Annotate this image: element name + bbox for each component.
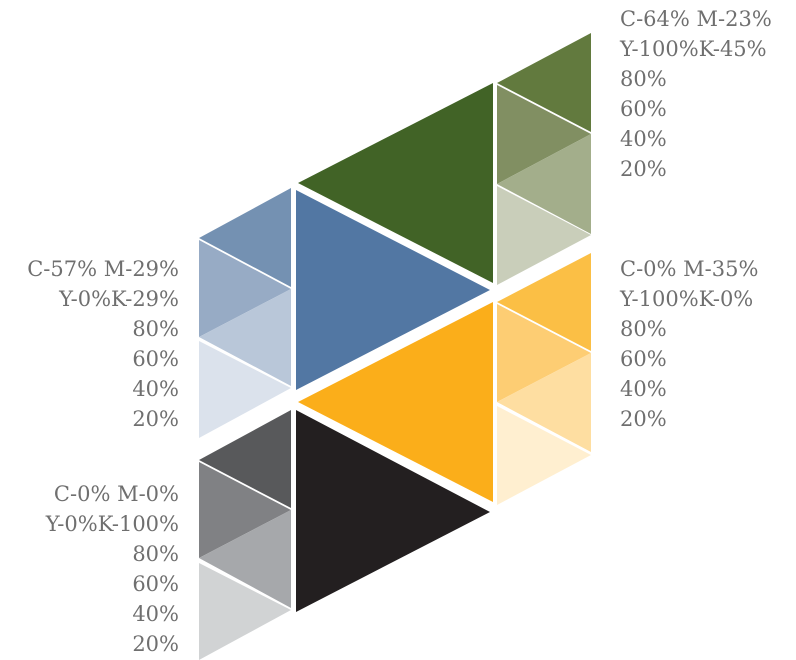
black-tint-label-40: 40%	[132, 602, 179, 626]
black-tint-label-60: 60%	[132, 572, 179, 596]
green-tint-label-40: 40%	[620, 127, 667, 151]
yellow-cmyk-line1: C-0% M-35%	[620, 257, 758, 281]
blue-tint-60	[199, 240, 291, 337]
black-cmyk-line1: C-0% M-0%	[54, 482, 179, 506]
green-tint-80	[497, 33, 591, 132]
yellow-tint-label-40: 40%	[620, 377, 667, 401]
green-tint-label-20: 20%	[620, 157, 667, 181]
yellow-tint-20	[497, 406, 591, 505]
black-base-triangle	[296, 410, 490, 612]
blue-tint-label-80: 80%	[132, 317, 179, 341]
blue-tint-label-60: 60%	[132, 347, 179, 371]
yellow-swatch-group	[298, 253, 591, 505]
black-tint-80	[199, 410, 291, 508]
blue-swatch-group	[199, 188, 490, 438]
blue-cmyk-line1: C-57% M-29%	[27, 257, 179, 281]
green-cmyk-line2: Y-100%K-45%	[619, 37, 767, 61]
green-tint-40	[497, 134, 591, 234]
yellow-tint-60	[497, 304, 591, 402]
yellow-base-triangle	[298, 302, 493, 502]
black-tint-20	[199, 563, 291, 660]
black-swatch-group	[199, 410, 490, 660]
green-tint-label-80: 80%	[620, 67, 667, 91]
green-base-triangle	[298, 83, 493, 283]
blue-tint-40	[199, 289, 291, 386]
blue-tint-80	[199, 188, 291, 287]
yellow-tint-40	[497, 353, 591, 452]
green-swatch-group	[298, 33, 591, 285]
yellow-tint-label-80: 80%	[620, 317, 667, 341]
yellow-tint-80	[497, 253, 591, 351]
blue-tint-label-20: 20%	[132, 407, 179, 431]
yellow-labels: C-0% M-35% Y-100%K-0% 80% 60% 40% 20%	[619, 257, 758, 431]
green-tint-20	[497, 186, 591, 285]
blue-tint-label-40: 40%	[132, 377, 179, 401]
black-tint-label-80: 80%	[132, 542, 179, 566]
yellow-tint-label-60: 60%	[620, 347, 667, 371]
green-tint-60	[497, 85, 591, 184]
green-labels: C-64% M-23% Y-100%K-45% 80% 60% 40% 20%	[619, 7, 772, 181]
blue-labels: C-57% M-29% Y-0%K-29% 80% 60% 40% 20%	[27, 257, 179, 431]
black-labels: C-0% M-0% Y-0%K-100% 80% 60% 40% 20%	[45, 482, 179, 656]
yellow-cmyk-line2: Y-100%K-0%	[619, 287, 753, 311]
blue-tint-20	[199, 341, 291, 438]
black-tint-label-20: 20%	[132, 632, 179, 656]
blue-base-triangle	[296, 190, 490, 390]
green-cmyk-line1: C-64% M-23%	[620, 7, 772, 31]
black-cmyk-line2: Y-0%K-100%	[45, 512, 179, 536]
black-tint-40	[199, 510, 291, 608]
black-tint-60	[199, 462, 291, 558]
green-tint-label-60: 60%	[620, 97, 667, 121]
blue-cmyk-line2: Y-0%K-29%	[58, 287, 179, 311]
yellow-tint-label-20: 20%	[620, 407, 667, 431]
